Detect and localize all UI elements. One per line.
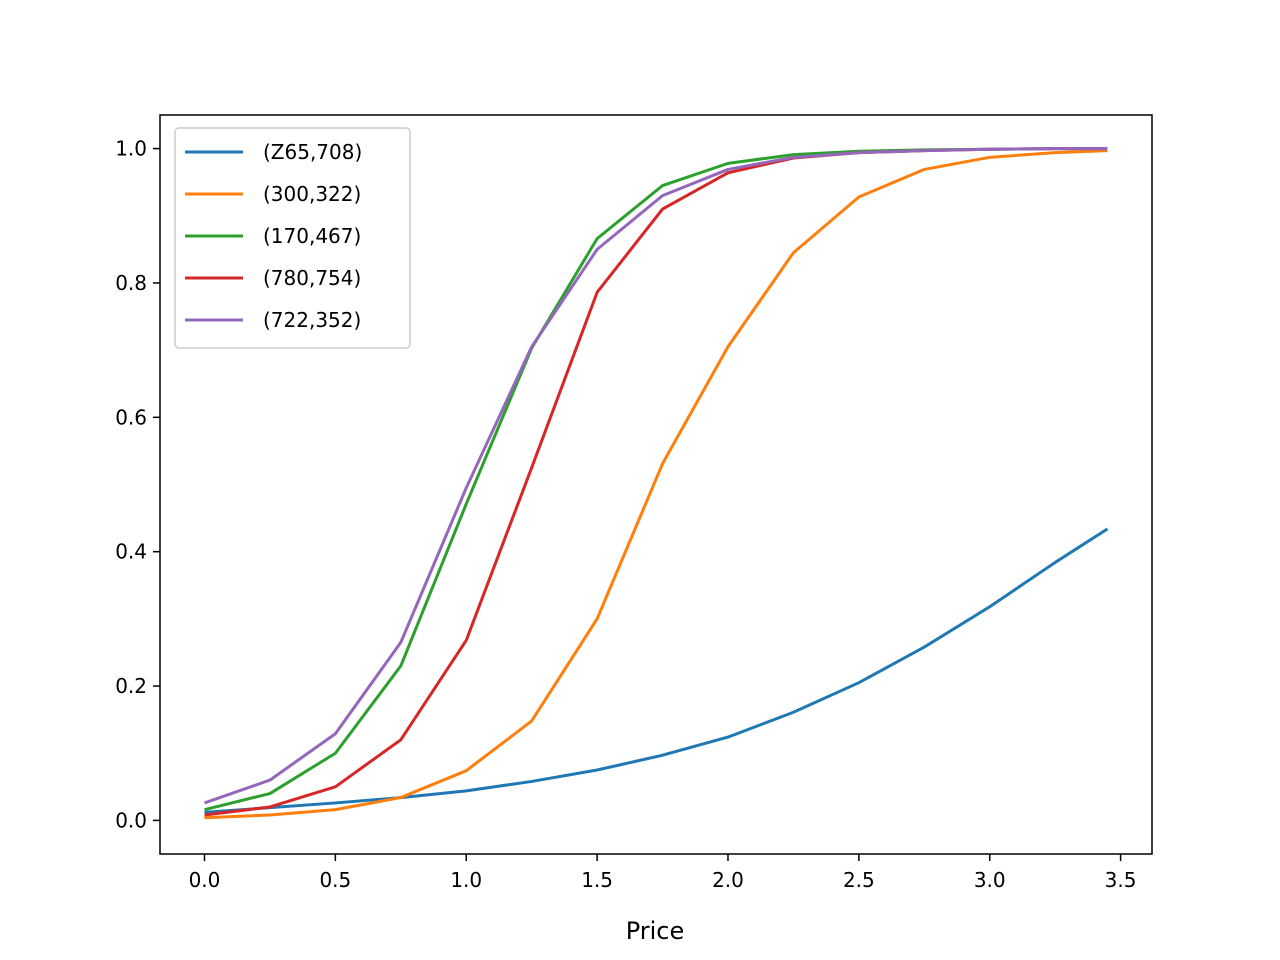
y-tick-label: 0.0: [115, 808, 147, 832]
legend: (Z65,708) (300,322) (170,467) (780,754) (722…: [174, 127, 411, 349]
series-lines: [204, 147, 1109, 820]
legend-label-4: (722,352): [263, 308, 361, 332]
x-tick-label: 1.0: [450, 868, 482, 892]
x-tick-label: 0.5: [319, 868, 351, 892]
legend-box: [174, 127, 411, 349]
y-tick-label: 1.0: [115, 137, 147, 161]
x-tick-label: 1.5: [581, 868, 613, 892]
series-line-4: [204, 147, 1108, 805]
x-tick-label: 3.5: [1105, 868, 1137, 892]
y-tick-label: 0.6: [115, 405, 147, 429]
y-tick-label: 0.4: [115, 540, 147, 564]
x-tick-label: 2.5: [843, 868, 875, 892]
legend-label-3: (780,754): [263, 266, 361, 290]
legend-label-0: (Z65,708): [263, 140, 362, 164]
x-tick-label: 0.0: [189, 868, 221, 892]
x-tick-label: 3.0: [974, 868, 1006, 892]
series-line-0: [204, 527, 1109, 814]
y-tick-label: 0.2: [115, 674, 147, 698]
series-line-1: [204, 149, 1108, 820]
x-tick-label: 2.0: [712, 868, 744, 892]
legend-label-2: (170,467): [263, 224, 361, 248]
plot-frame: [159, 114, 1153, 855]
legend-label-1: (300,322): [263, 182, 361, 206]
x-axis-title: Price: [626, 917, 685, 945]
y-tick-label: 0.8: [115, 271, 147, 295]
